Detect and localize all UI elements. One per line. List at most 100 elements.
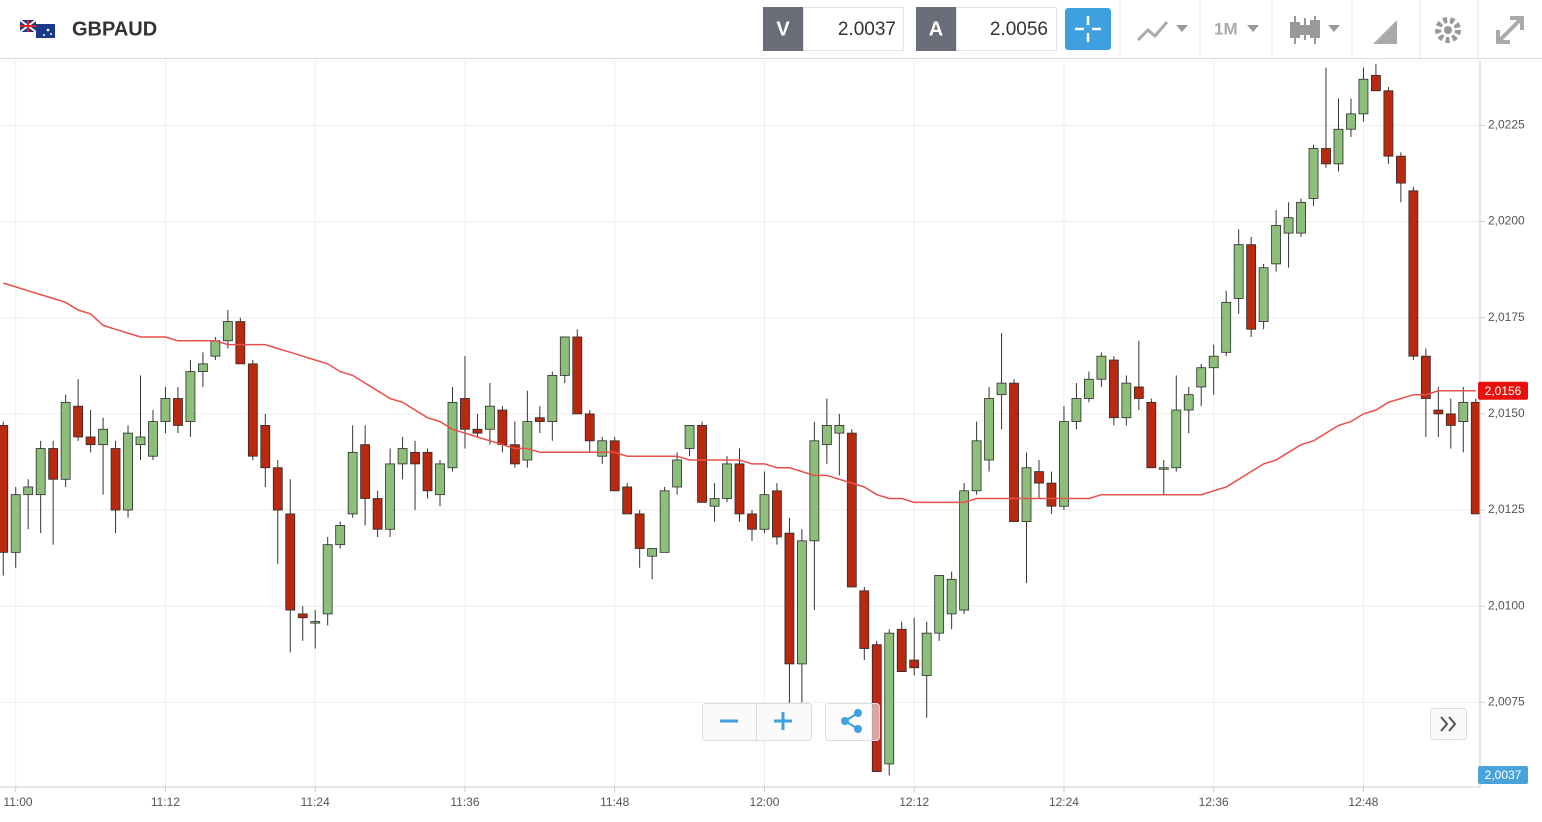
candle-body xyxy=(98,428,108,446)
draw-icon[interactable] xyxy=(1373,20,1397,44)
candle-body xyxy=(435,463,445,496)
candle-body xyxy=(485,405,495,430)
candle-body xyxy=(247,363,258,457)
candle-body xyxy=(347,451,358,515)
candle-body xyxy=(772,490,782,538)
candle-body xyxy=(472,428,483,434)
flag-icon xyxy=(19,19,55,38)
candle-body xyxy=(1121,382,1132,419)
x-tick-label: 12:48 xyxy=(1348,795,1378,809)
candle-body xyxy=(809,440,820,542)
candle-body xyxy=(60,401,71,480)
settings-icon[interactable] xyxy=(1435,17,1461,43)
price-badge: 2,0037 xyxy=(1478,766,1528,784)
candle-body xyxy=(509,444,520,465)
price-badge-box xyxy=(1478,381,1528,400)
candle-body xyxy=(984,398,994,461)
zoom-controls xyxy=(702,703,1467,741)
candle-body xyxy=(48,448,59,480)
crosshair-icon xyxy=(1075,16,1101,42)
candle-body xyxy=(1433,409,1444,415)
candle-body xyxy=(1271,225,1281,265)
x-tick-label: 11:00 xyxy=(3,795,32,809)
timeframe-caret[interactable] xyxy=(1247,25,1259,32)
price-badge-label: 2,0037 xyxy=(1485,768,1522,782)
candle-body xyxy=(148,421,158,457)
price-badge: 2,0156 xyxy=(1478,381,1528,400)
buy-button[interactable] xyxy=(916,7,956,51)
plot-area xyxy=(0,60,1480,787)
candle-body xyxy=(759,494,770,530)
candle-body xyxy=(747,513,757,530)
candle-body xyxy=(934,575,945,634)
candle-body xyxy=(946,578,957,615)
x-tick-label: 11:12 xyxy=(151,795,180,809)
buy-label[interactable]: A xyxy=(929,18,943,40)
fullscreen-icon[interactable] xyxy=(1496,16,1524,44)
header: GBPAUD V 2.0037 A 2.0056 1M xyxy=(0,0,1542,59)
candle-body xyxy=(834,425,845,434)
candle-body xyxy=(547,375,558,422)
zoom-in[interactable] xyxy=(774,712,792,730)
candle-body xyxy=(884,632,895,765)
y-tick-label: 2,0125 xyxy=(1488,502,1525,516)
y-tick-label: 2,0175 xyxy=(1488,310,1525,324)
candle-body xyxy=(160,398,171,422)
candle-body xyxy=(10,494,21,553)
candle-body xyxy=(734,463,745,515)
candle-body xyxy=(260,425,271,469)
candle-body xyxy=(110,448,121,511)
candle-body xyxy=(297,613,308,619)
candle-body xyxy=(235,321,246,365)
candle-body xyxy=(672,459,683,488)
candle-body xyxy=(310,621,321,624)
candle-body xyxy=(921,632,932,676)
candle-body xyxy=(1034,471,1044,484)
candle-body xyxy=(846,432,857,588)
candle-body xyxy=(1246,244,1257,330)
candle-body xyxy=(1021,467,1032,522)
candle-body xyxy=(1358,78,1369,115)
candle-icon[interactable] xyxy=(1290,16,1340,44)
y-tick-label: 2,0225 xyxy=(1488,118,1525,132)
candle-body xyxy=(1158,467,1169,470)
price-badge-box xyxy=(1478,766,1528,784)
candle-body xyxy=(697,425,707,503)
chart-type-button[interactable] xyxy=(1136,21,1188,42)
y-tick-label: 2,0075 xyxy=(1488,695,1525,709)
candle-body xyxy=(534,417,545,422)
candle-body xyxy=(1321,148,1331,165)
sell-button[interactable] xyxy=(763,7,803,51)
candle-body xyxy=(1258,267,1269,322)
candle-body xyxy=(135,436,146,446)
candle-body xyxy=(559,336,570,376)
candle-body xyxy=(335,525,346,546)
candle-body xyxy=(1283,217,1294,234)
candle-body xyxy=(1096,355,1107,380)
share-button[interactable] xyxy=(841,709,862,733)
candle-body xyxy=(597,440,608,457)
timeframe[interactable]: 1M xyxy=(1214,19,1238,38)
candle-body xyxy=(1009,382,1019,522)
price-badge-label: 2,0156 xyxy=(1485,384,1522,398)
candle-body xyxy=(1221,301,1232,353)
sell-label[interactable]: V xyxy=(776,18,790,40)
x-tick-label: 12:24 xyxy=(1049,795,1079,809)
y-tick-label: 2,0150 xyxy=(1488,406,1525,420)
candle-body xyxy=(609,440,620,492)
candle-body xyxy=(1059,421,1069,507)
x-tick-label: 11:36 xyxy=(450,795,479,809)
candle-body xyxy=(385,463,395,530)
symbol: GBPAUD xyxy=(72,18,157,40)
candle-body xyxy=(971,440,982,492)
candle-body xyxy=(1308,148,1319,199)
y-tick-label: 2,0200 xyxy=(1488,214,1525,228)
scroll-end-button[interactable] xyxy=(1430,708,1467,740)
candle-body xyxy=(222,321,233,342)
crosshair-button[interactable] xyxy=(1065,8,1111,50)
x-tick-label: 11:48 xyxy=(600,795,629,809)
candle-body xyxy=(198,363,208,372)
candle-body xyxy=(185,371,196,422)
